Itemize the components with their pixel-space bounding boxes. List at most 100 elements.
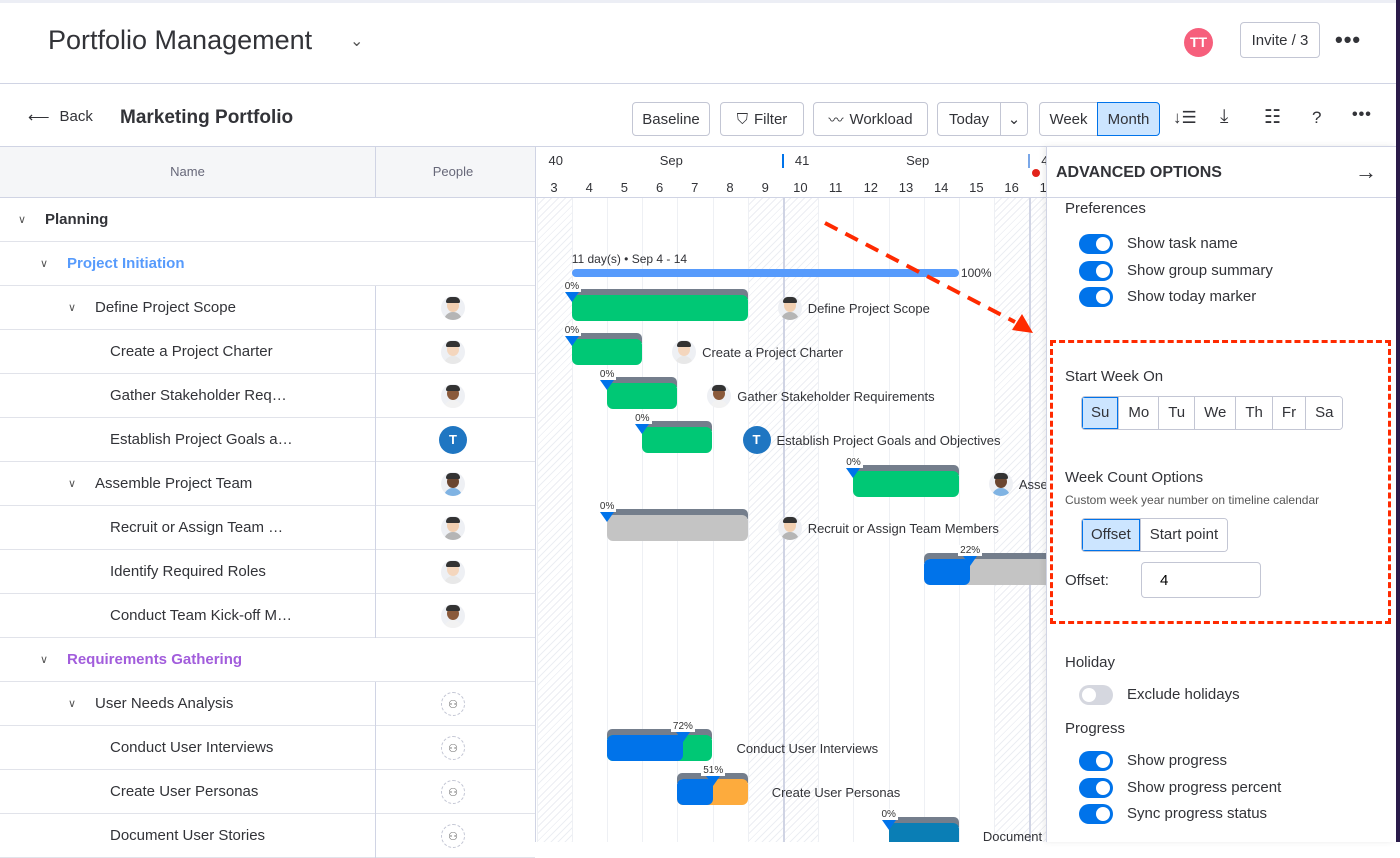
people-cell[interactable] [375, 506, 530, 550]
person-avatar-icon[interactable] [441, 384, 465, 408]
task-bar[interactable] [571, 295, 748, 321]
day-option-mo[interactable]: Mo [1119, 397, 1160, 429]
chevron-down-icon[interactable]: ∨ [18, 214, 27, 226]
more-icon[interactable]: ••• [1352, 106, 1372, 123]
people-cell[interactable]: ⚇ [375, 770, 530, 814]
week-view-button[interactable]: Week [1039, 102, 1098, 136]
summary-bar[interactable] [571, 269, 959, 277]
filter-button[interactable]: ⛉ Filter [720, 102, 804, 136]
settings-sliders-icon[interactable]: ☷ [1264, 107, 1282, 128]
toggle-switch[interactable] [1079, 804, 1113, 824]
chevron-down-icon[interactable]: ⌄ [350, 33, 364, 50]
count-mode-option[interactable]: Start point [1140, 519, 1228, 551]
day-option-th[interactable]: Th [1236, 397, 1273, 429]
people-cell[interactable] [375, 550, 530, 594]
today-dropdown-chevron-icon[interactable]: ⌄ [1000, 102, 1028, 136]
column-name-header[interactable]: Name [170, 164, 205, 179]
more-icon[interactable]: ••• [1335, 27, 1362, 52]
day-option-we[interactable]: We [1195, 397, 1237, 429]
table-row[interactable]: Establish Project Goals a… T [0, 418, 535, 462]
table-row[interactable]: ∨ User Needs Analysis ⚇ [0, 682, 535, 726]
day-option-tu[interactable]: Tu [1159, 397, 1196, 429]
table-row[interactable]: Gather Stakeholder Req… [0, 374, 535, 418]
task-bar[interactable] [642, 427, 713, 453]
toggle-switch[interactable] [1079, 751, 1113, 771]
column-people-header[interactable]: People [375, 147, 530, 199]
offset-input[interactable] [1141, 562, 1261, 598]
person-avatar-icon[interactable] [777, 516, 802, 540]
toggle-switch[interactable] [1079, 287, 1113, 307]
workload-button[interactable]: 〰 Workload [813, 102, 928, 136]
person-avatar-icon[interactable] [441, 560, 465, 584]
task-bar[interactable] [606, 383, 678, 409]
person-avatar-icon[interactable] [672, 340, 697, 364]
table-row[interactable]: Conduct User Interviews ⚇ [0, 726, 535, 770]
toggle-switch[interactable] [1079, 234, 1113, 254]
day-option-su[interactable]: Su [1082, 397, 1120, 429]
chevron-down-icon[interactable]: ∨ [40, 654, 49, 666]
table-row[interactable]: ∨ Planning [0, 198, 535, 242]
people-group-icon[interactable]: ⚇ [441, 736, 465, 760]
today-button[interactable]: Today [937, 102, 1001, 136]
person-avatar-icon[interactable] [441, 472, 465, 496]
progress-handle-icon[interactable] [599, 380, 614, 390]
user-avatar[interactable]: TT [1184, 28, 1213, 57]
toggle-switch[interactable] [1079, 685, 1113, 705]
count-mode-option[interactable]: Offset [1082, 519, 1141, 551]
chevron-down-icon[interactable]: ∨ [68, 302, 77, 314]
people-cell[interactable] [375, 594, 530, 638]
chevron-down-icon[interactable]: ∨ [68, 478, 77, 490]
day-option-fr[interactable]: Fr [1272, 397, 1307, 429]
progress-handle-icon[interactable] [881, 820, 896, 830]
people-cell[interactable]: ⚇ [375, 682, 530, 726]
day-option-sa[interactable]: Sa [1306, 397, 1343, 429]
back-button[interactable]: ⟵ Back [28, 108, 93, 126]
progress-handle-icon[interactable] [564, 336, 579, 346]
progress-handle-icon[interactable] [675, 732, 690, 742]
person-avatar-icon[interactable] [707, 384, 732, 408]
help-icon[interactable]: ? [1312, 108, 1322, 127]
people-group-icon[interactable]: ⚇ [441, 824, 465, 848]
table-row[interactable]: Create User Personas ⚇ [0, 770, 535, 814]
people-cell[interactable] [375, 286, 530, 330]
task-bar[interactable] [853, 471, 959, 497]
people-cell[interactable] [375, 462, 530, 506]
sort-icon[interactable]: ↓☰ [1173, 108, 1197, 127]
people-group-icon[interactable]: ⚇ [441, 692, 465, 716]
table-row[interactable]: Document User Stories ⚇ [0, 814, 535, 858]
progress-handle-icon[interactable] [635, 424, 650, 434]
table-row[interactable]: ∨ Assemble Project Team [0, 462, 535, 506]
task-bar[interactable] [888, 823, 959, 842]
table-row[interactable]: ∨ Project Initiation [0, 242, 535, 286]
progress-handle-icon[interactable] [599, 512, 614, 522]
progress-handle-icon[interactable] [846, 468, 861, 478]
close-panel-arrow-icon[interactable]: → [1355, 159, 1377, 184]
table-row[interactable]: ∨ Requirements Gathering [0, 638, 535, 682]
chevron-down-icon[interactable]: ∨ [68, 698, 77, 710]
baseline-button[interactable]: Baseline [632, 102, 710, 136]
person-avatar-icon[interactable] [777, 296, 802, 320]
person-avatar-icon[interactable] [988, 472, 1013, 496]
people-cell[interactable]: T [375, 418, 530, 462]
toggle-switch[interactable] [1079, 260, 1113, 281]
people-cell[interactable] [375, 374, 530, 418]
month-view-button[interactable]: Month [1097, 102, 1160, 136]
person-avatar-icon[interactable] [441, 516, 465, 540]
person-avatar-icon[interactable] [441, 604, 465, 628]
table-row[interactable]: Create a Project Charter [0, 330, 535, 374]
people-cell[interactable]: ⚇ [375, 814, 530, 858]
people-cell[interactable] [375, 330, 530, 374]
table-row[interactable]: Conduct Team Kick-off M… [0, 594, 535, 638]
task-bar[interactable] [606, 735, 713, 761]
toggle-switch[interactable] [1079, 777, 1113, 798]
progress-handle-icon[interactable] [963, 556, 978, 566]
table-row[interactable]: ∨ Define Project Scope [0, 286, 535, 330]
assignee-avatar[interactable]: T [439, 426, 467, 454]
invite-button[interactable]: Invite / 3 [1240, 22, 1320, 58]
progress-handle-icon[interactable] [706, 776, 721, 786]
people-group-icon[interactable]: ⚇ [441, 780, 465, 804]
task-bar[interactable] [571, 339, 643, 365]
table-row[interactable]: Identify Required Roles [0, 550, 535, 594]
download-icon[interactable]: ⤓ [1220, 106, 1229, 127]
person-avatar-icon[interactable] [441, 296, 465, 320]
